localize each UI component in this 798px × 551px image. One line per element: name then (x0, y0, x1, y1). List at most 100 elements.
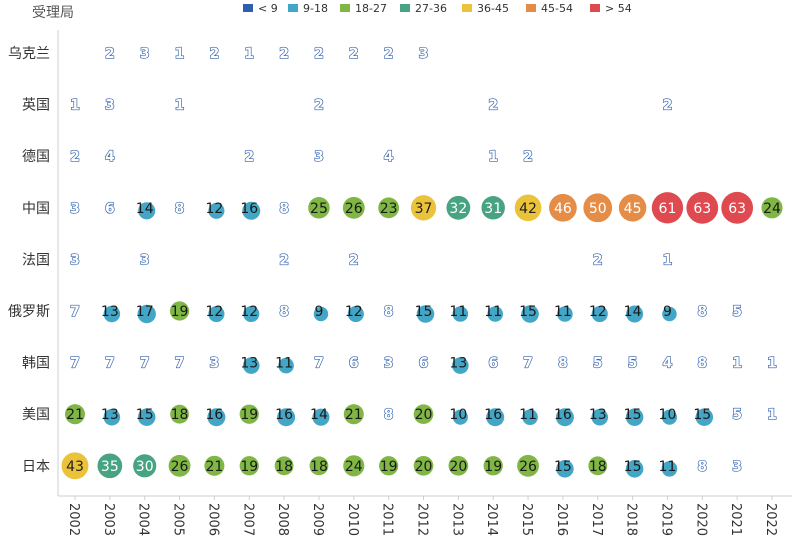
data-label: 2 (523, 149, 533, 165)
x-tick-label: 2020 (693, 503, 708, 536)
x-tick-label: 2005 (171, 503, 186, 536)
data-label: 30 (136, 459, 154, 475)
data-label: 21 (205, 459, 223, 475)
data-label: 2 (314, 98, 324, 114)
data-label: 2 (593, 252, 603, 268)
data-label: 15 (519, 304, 537, 320)
data-label: 8 (384, 407, 394, 423)
y-tick-label: 日本 (22, 459, 50, 475)
legend-label: < 9 (258, 2, 278, 15)
data-label: 7 (140, 356, 150, 372)
x-tick-label: 2014 (484, 503, 499, 536)
bubble (379, 456, 399, 476)
data-label: 12 (205, 201, 223, 217)
bubble (452, 306, 469, 322)
data-label: 2 (279, 46, 289, 62)
x-tick-label: 2009 (310, 503, 325, 536)
data-label: 16 (484, 407, 502, 423)
data-label: 5 (593, 356, 603, 372)
bubble (452, 357, 469, 374)
data-label: 63 (728, 201, 746, 217)
bubble (695, 408, 714, 426)
data-label: 17 (136, 304, 154, 320)
data-label: 15 (624, 407, 642, 423)
data-label: 15 (624, 459, 642, 475)
data-label: 18 (310, 459, 328, 475)
bubble (483, 456, 503, 476)
data-label: 10 (659, 407, 677, 423)
data-label: 4 (105, 149, 115, 165)
bubble (555, 408, 574, 427)
bubble (103, 305, 121, 323)
data-label: 7 (70, 356, 80, 372)
bubble (170, 404, 189, 424)
bubble (343, 404, 364, 425)
data-label: 8 (279, 304, 289, 320)
bubble (486, 408, 505, 427)
bubble (448, 455, 469, 476)
y-tick-label: 乌克兰 (8, 46, 50, 62)
data-label: 7 (175, 356, 185, 372)
data-label: 6 (105, 201, 115, 217)
legend-swatch (590, 4, 600, 12)
data-label: 9 (663, 304, 672, 320)
data-label: 12 (345, 304, 363, 320)
data-label: 15 (136, 407, 154, 423)
data-label: 15 (693, 407, 711, 423)
bubble (686, 191, 719, 224)
data-label: 3 (140, 252, 150, 268)
data-label: 8 (697, 304, 707, 320)
data-label: 3 (70, 252, 80, 268)
bubble (347, 305, 364, 323)
legend-label: 9-18 (303, 2, 328, 15)
data-label: 20 (415, 407, 433, 423)
bubble (556, 460, 574, 478)
data-label: 11 (519, 407, 537, 423)
data-label: 13 (589, 407, 607, 423)
bubble (242, 201, 261, 220)
data-label: 19 (240, 407, 258, 423)
data-label: 11 (554, 304, 572, 320)
data-label: 3 (70, 201, 80, 217)
bubble (64, 404, 86, 425)
data-label: 12 (205, 304, 223, 320)
data-label: 16 (240, 201, 258, 217)
data-label: 26 (519, 459, 537, 475)
data-label: 31 (484, 201, 502, 217)
data-label: 3 (732, 459, 742, 475)
data-label: 37 (415, 201, 433, 217)
bubble (413, 455, 434, 476)
bubble (137, 408, 156, 426)
legend-label: > 54 (605, 2, 632, 15)
data-label: 25 (310, 201, 328, 217)
data-label: 1 (767, 407, 777, 423)
data-label: 1 (175, 98, 185, 114)
data-label: 11 (659, 459, 677, 475)
y-tick-label: 德国 (22, 149, 50, 165)
bubble (204, 455, 225, 476)
bubble (342, 196, 365, 219)
bubble (481, 196, 505, 220)
data-label: 20 (449, 459, 467, 475)
x-tick-label: 2021 (728, 503, 743, 536)
data-label: 11 (275, 356, 293, 372)
data-label: 6 (349, 356, 359, 372)
x-tick-labels: 2002 2003 2004 2005 2006 2007 2008 2009 2010 2011… (66, 496, 778, 536)
bubble (243, 305, 260, 323)
legend-label: 45-54 (541, 2, 573, 15)
data-label: 8 (697, 459, 707, 475)
bubble (278, 357, 294, 374)
data-label: 2 (314, 46, 324, 62)
data-label: 2 (279, 252, 289, 268)
legend-label: 27-36 (415, 2, 447, 15)
data-label: 42 (519, 201, 537, 217)
bubble (133, 454, 157, 478)
bubble (549, 193, 577, 222)
data-label: 3 (210, 356, 220, 372)
data-label: 8 (279, 201, 289, 217)
data-label: 12 (589, 304, 607, 320)
y-axis-title: 受理局 (32, 5, 74, 21)
data-label: 7 (523, 356, 533, 372)
